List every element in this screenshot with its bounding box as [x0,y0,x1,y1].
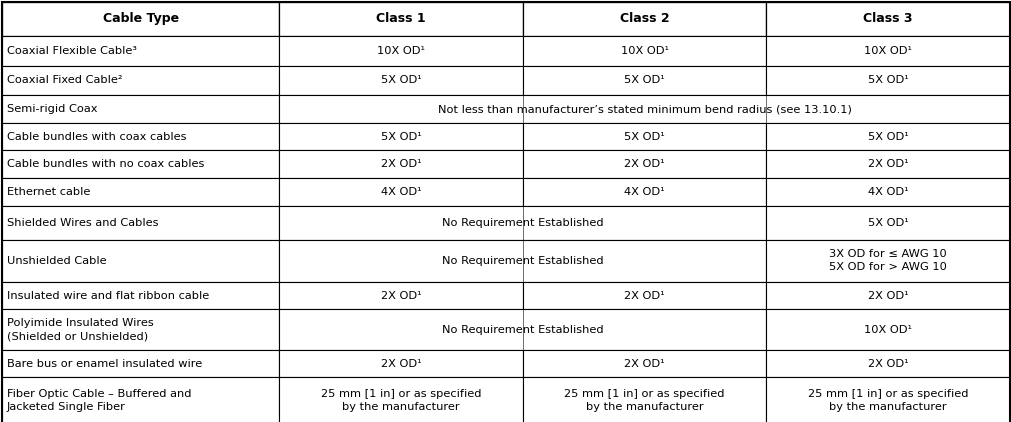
Bar [765,2,1009,36]
Text: 2X OD¹: 2X OD¹ [624,359,664,368]
Text: Class 2: Class 2 [620,13,669,25]
Text: Shielded Wires and Cables: Shielded Wires and Cables [7,218,159,227]
Text: 5X OD¹: 5X OD¹ [380,132,422,142]
Text: 2X OD¹: 2X OD¹ [380,359,422,368]
Bar [279,178,523,206]
Text: Class 1: Class 1 [376,13,426,25]
Bar [765,377,1009,422]
Text: No Requirement Established: No Requirement Established [442,256,604,266]
Bar [2,377,279,422]
Bar [279,282,523,309]
Text: Class 3: Class 3 [862,13,912,25]
Text: 2X OD¹: 2X OD¹ [380,291,422,301]
Text: Cable Type: Cable Type [102,13,179,25]
Text: 10X OD¹: 10X OD¹ [377,46,425,56]
Bar [523,65,765,95]
Text: 25 mm [1 in] or as specified
by the manufacturer: 25 mm [1 in] or as specified by the manu… [807,389,968,412]
Bar [279,2,523,36]
Text: 5X OD¹: 5X OD¹ [867,132,908,142]
Text: 5X OD¹: 5X OD¹ [380,76,422,86]
Bar [523,377,765,422]
Text: 2X OD¹: 2X OD¹ [624,159,664,169]
Text: 25 mm [1 in] or as specified
by the manufacturer: 25 mm [1 in] or as specified by the manu… [320,389,481,412]
Bar [765,309,1009,350]
Text: 2X OD¹: 2X OD¹ [867,359,908,368]
Bar [279,350,523,377]
Bar [523,123,765,150]
Text: 5X OD¹: 5X OD¹ [624,76,664,86]
Bar [765,65,1009,95]
Text: Polyimide Insulated Wires
(Shielded or Unshielded): Polyimide Insulated Wires (Shielded or U… [7,318,154,341]
Bar [279,150,523,178]
Text: Coaxial Flexible Cable³: Coaxial Flexible Cable³ [7,46,136,56]
Text: 10X OD¹: 10X OD¹ [863,325,911,335]
Text: Not less than manufacturer’s stated minimum bend radius (see 13.10.1): Not less than manufacturer’s stated mini… [438,104,851,114]
Bar [523,178,765,206]
Bar [765,36,1009,65]
Bar [279,309,765,350]
Bar [765,178,1009,206]
Bar [279,206,765,240]
Bar [279,65,523,95]
Text: Insulated wire and flat ribbon cable: Insulated wire and flat ribbon cable [7,291,209,301]
Bar [765,240,1009,282]
Text: 5X OD¹: 5X OD¹ [624,132,664,142]
Bar [2,36,279,65]
Text: Fiber Optic Cable – Buffered and
Jacketed Single Fiber: Fiber Optic Cable – Buffered and Jackete… [7,389,191,412]
Text: 5X OD¹: 5X OD¹ [867,218,908,227]
Text: Unshielded Cable: Unshielded Cable [7,256,106,266]
Bar [765,150,1009,178]
Bar [2,178,279,206]
Bar [2,150,279,178]
Bar [2,123,279,150]
Text: Coaxial Fixed Cable²: Coaxial Fixed Cable² [7,76,122,86]
Bar [2,282,279,309]
Bar [765,206,1009,240]
Text: 10X OD¹: 10X OD¹ [620,46,668,56]
Text: 2X OD¹: 2X OD¹ [867,159,908,169]
Bar [523,36,765,65]
Bar [2,206,279,240]
Bar [523,2,765,36]
Bar [2,309,279,350]
Bar [765,350,1009,377]
Bar [2,95,279,123]
Bar [523,282,765,309]
Bar [765,282,1009,309]
Text: Semi-rigid Coax: Semi-rigid Coax [7,104,97,114]
Text: No Requirement Established: No Requirement Established [442,325,604,335]
Text: Cable bundles with no coax cables: Cable bundles with no coax cables [7,159,204,169]
Bar [279,240,765,282]
Text: 4X OD¹: 4X OD¹ [380,187,422,197]
Text: 4X OD¹: 4X OD¹ [867,187,908,197]
Text: Cable bundles with coax cables: Cable bundles with coax cables [7,132,186,142]
Text: Bare bus or enamel insulated wire: Bare bus or enamel insulated wire [7,359,202,368]
Text: 2X OD¹: 2X OD¹ [380,159,422,169]
Text: 2X OD¹: 2X OD¹ [867,291,908,301]
Bar [523,350,765,377]
Bar [2,350,279,377]
Text: 3X OD for ≤ AWG 10
5X OD for > AWG 10: 3X OD for ≤ AWG 10 5X OD for > AWG 10 [828,249,946,272]
Bar [279,377,523,422]
Text: Ethernet cable: Ethernet cable [7,187,90,197]
Text: 10X OD¹: 10X OD¹ [863,46,911,56]
Bar [523,150,765,178]
Bar [765,123,1009,150]
Text: No Requirement Established: No Requirement Established [442,218,604,227]
Bar [2,65,279,95]
Bar [2,240,279,282]
Bar [279,123,523,150]
Text: 25 mm [1 in] or as specified
by the manufacturer: 25 mm [1 in] or as specified by the manu… [564,389,724,412]
Bar [279,95,1009,123]
Text: 5X OD¹: 5X OD¹ [867,76,908,86]
Text: 2X OD¹: 2X OD¹ [624,291,664,301]
Bar [2,2,279,36]
Bar [279,36,523,65]
Text: 4X OD¹: 4X OD¹ [624,187,664,197]
